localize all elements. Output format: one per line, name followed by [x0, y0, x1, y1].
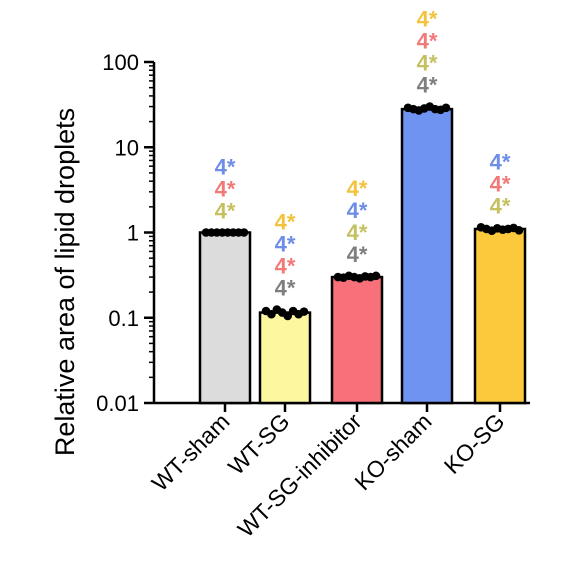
data-points [201, 102, 524, 321]
significance-label: 4* [275, 253, 296, 278]
significance-label: 4* [417, 73, 438, 98]
y-tick-label: 100 [102, 50, 139, 75]
data-point [283, 311, 293, 321]
significance-label: 4* [275, 231, 296, 256]
significance-label: 4* [347, 198, 368, 223]
significance-label: 4* [417, 29, 438, 54]
significance-label: 4* [215, 177, 236, 202]
significance-label: 4* [275, 275, 296, 300]
y-tick-label: 1 [127, 221, 139, 246]
significance-label: 4* [215, 155, 236, 180]
bar-ko-sg [473, 227, 527, 405]
significance-label: 4* [490, 149, 511, 174]
y-tick-label: 10 [115, 135, 139, 160]
significance-label: 4* [215, 199, 236, 224]
significance-label: 4* [490, 171, 511, 196]
significance-label: 4* [490, 193, 511, 218]
significance-label: 4* [417, 7, 438, 32]
y-axis-label: Relative area of lipid droplets [50, 108, 80, 456]
y-tick-label: 0.1 [108, 306, 139, 331]
axes: 0.01 0.1 1 10 100 [96, 50, 530, 416]
significance-label: 4* [347, 242, 368, 267]
data-point [299, 307, 309, 316]
x-tick-label: WT-sham [147, 408, 235, 496]
x-tick-label: KO-SG [439, 408, 510, 479]
bar-wt-sg-inhibitor [330, 275, 384, 405]
significance-labels: 4*4*4* 4*4*4*4*4*4*4*4*4*4*4*4*4*4*4* [215, 7, 511, 301]
data-point [371, 271, 381, 281]
bar-wt-sham [198, 231, 252, 405]
x-tick-label: WT-SG [223, 408, 295, 480]
bar-ko-sham [400, 107, 454, 405]
data-point [441, 103, 451, 113]
significance-label: 4* [417, 51, 438, 76]
y-tick-label: 0.01 [96, 391, 139, 416]
significance-label: 4* [275, 209, 296, 234]
significance-label: 4* [347, 176, 368, 201]
x-tick-label: KO-sham [349, 408, 436, 495]
x-tick-label: WT-SG-inhibitor [232, 408, 366, 542]
bars [198, 107, 527, 405]
data-point [514, 226, 524, 235]
bar-wt-sg [258, 311, 312, 405]
data-point [239, 228, 249, 237]
significance-label: 4* [347, 220, 368, 245]
